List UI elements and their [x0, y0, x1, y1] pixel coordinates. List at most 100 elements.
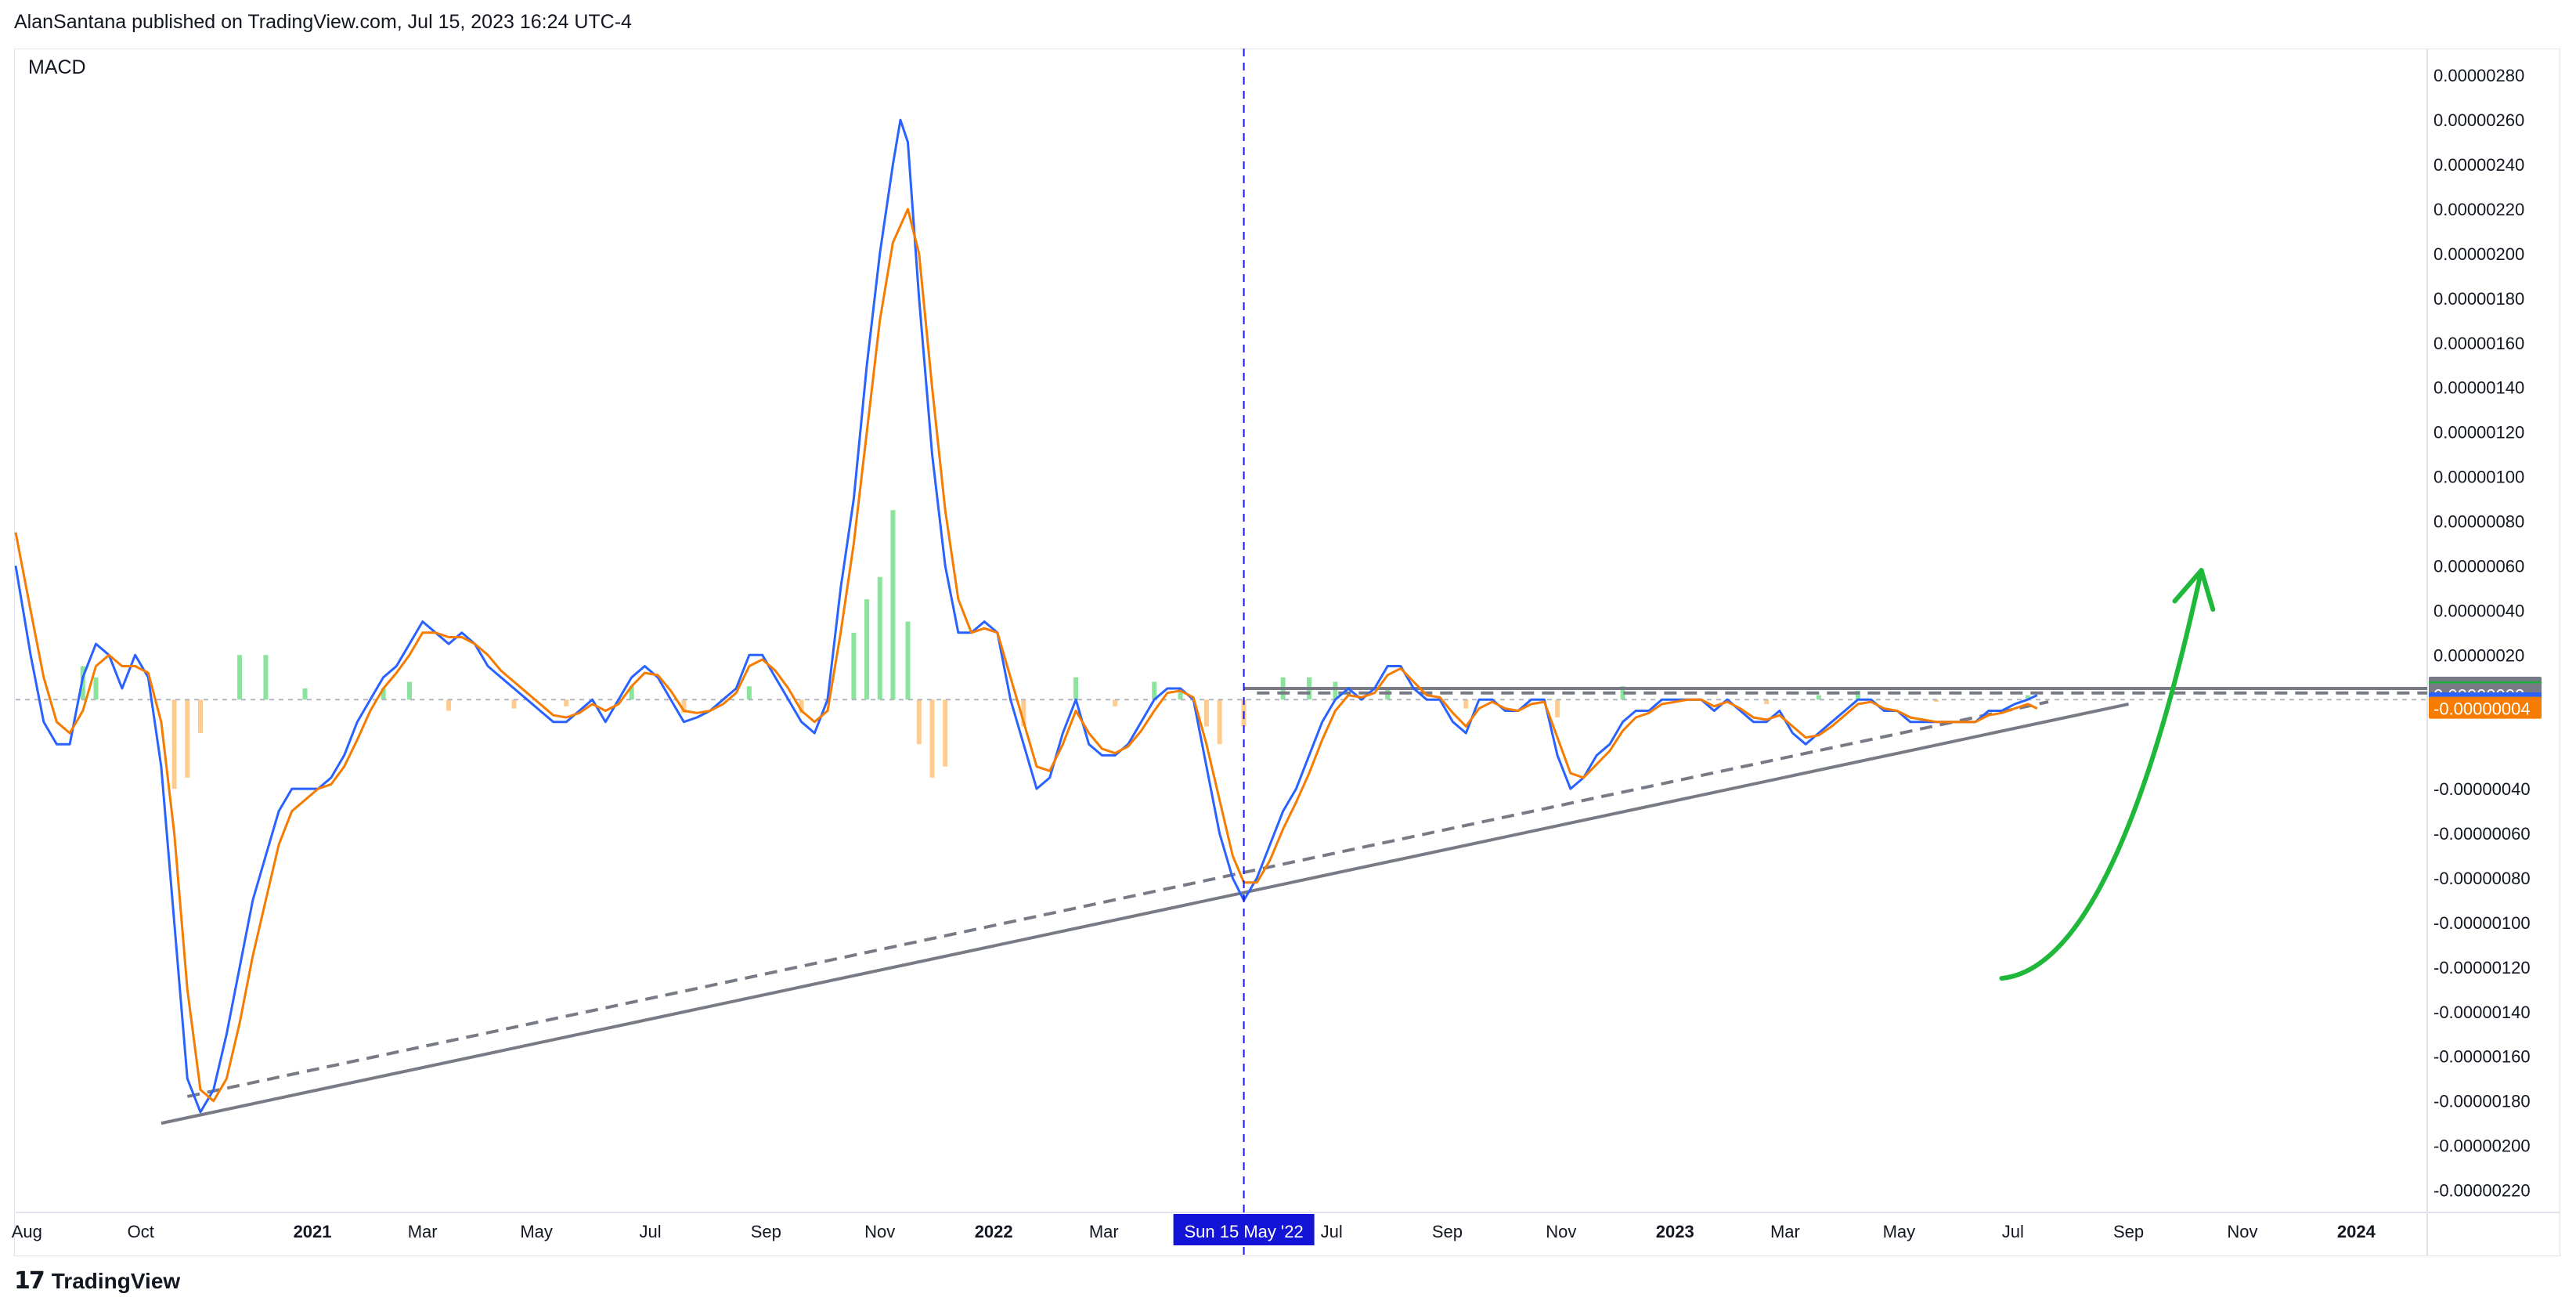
x-tick-label: Mar: [1089, 1222, 1119, 1241]
y-tick-label: 0.00000180: [2433, 289, 2524, 309]
arrow-head: [2172, 568, 2216, 612]
y-tick-label: -0.00000060: [2433, 824, 2531, 844]
histogram-bar: [237, 655, 243, 700]
y-tick-label: -0.00000200: [2433, 1136, 2531, 1156]
indicator-title[interactable]: MACD: [28, 56, 86, 78]
arrow-curve: [1999, 568, 2204, 981]
histogram-bar: [877, 576, 882, 700]
price-axis[interactable]: 0.00000280 0.00000260 0.00000240 0.00000220…: [2429, 66, 2542, 1201]
histogram-bar: [864, 599, 870, 700]
histogram-bar: [943, 699, 948, 767]
histogram-bar: [381, 688, 386, 700]
x-tick-label: Oct: [128, 1222, 154, 1241]
y-tick-label: 0.00000040: [2433, 601, 2524, 620]
y-tick-label: 0.00000020: [2433, 645, 2524, 665]
x-tick-label: Nov: [864, 1222, 895, 1241]
histogram-bar: [198, 699, 204, 733]
crosshair-label-bg: [1173, 1214, 1315, 1245]
histogram-bar: [629, 686, 634, 700]
y-tick-label: 0.00000260: [2433, 110, 2524, 130]
histogram-bar: [263, 655, 269, 700]
macd-series: [14, 118, 2038, 1114]
histogram-bar: [1113, 699, 1118, 706]
histogram-bar: [407, 681, 413, 700]
x-tick-label: Nov: [1546, 1222, 1576, 1241]
x-tick-label: May: [1883, 1222, 1916, 1241]
histogram-bar: [929, 699, 935, 778]
histogram-bar: [302, 688, 308, 700]
x-tick-label: 2021: [294, 1222, 332, 1241]
histogram-bar: [1620, 686, 1625, 700]
x-tick-label: Sep: [1432, 1222, 1463, 1241]
trendline-dashed: [186, 700, 2049, 1098]
macd-line: [14, 118, 2038, 1114]
histogram-bar: [1855, 690, 1860, 700]
grid: [16, 49, 2560, 1256]
tradingview-brand-text: TradingView: [51, 1268, 181, 1293]
y-tick-label: 0.00000120: [2433, 423, 2524, 443]
histogram-bar: [890, 510, 896, 700]
x-tick-label: Sep: [2113, 1222, 2144, 1241]
trendlines: [161, 687, 2427, 1126]
x-tick-label: 2024: [2337, 1222, 2376, 1241]
histogram-bar: [564, 699, 569, 706]
histogram-bar: [1816, 695, 1821, 700]
y-tick-label: -0.00000140: [2433, 1003, 2531, 1022]
y-tick-label: -0.00000160: [2433, 1047, 2531, 1067]
y-tick-label: 0.00000200: [2433, 244, 2524, 264]
chart-pane[interactable]: [14, 49, 2560, 1256]
histogram-bar: [1217, 699, 1222, 745]
x-tick-label: Jul: [1321, 1222, 1343, 1241]
histogram-bar: [1555, 699, 1560, 718]
x-tick-label: 2023: [1656, 1222, 1694, 1241]
publish-info: AlanSantana published on TradingView.com…: [14, 11, 632, 33]
y-tick-label: -0.00000040: [2433, 779, 2531, 799]
x-tick-label: Mar: [408, 1222, 438, 1241]
signal-line: [14, 208, 2038, 1103]
x-tick-label: Jul: [2002, 1222, 2024, 1241]
macd-histogram: [80, 510, 2030, 789]
x-tick-label: Aug: [12, 1222, 42, 1241]
y-tick-label: -0.00000220: [2433, 1181, 2531, 1201]
y-tick-label: 0.00000220: [2433, 200, 2524, 219]
y-tick-label: -0.00000120: [2433, 958, 2531, 977]
y-tick-label: -0.00000180: [2433, 1092, 2531, 1111]
histogram-bar: [1764, 699, 1770, 704]
x-tick-label: May: [520, 1222, 553, 1241]
histogram-bar: [171, 699, 177, 789]
y-tick-label: 0.00000080: [2433, 512, 2524, 532]
trendline-solid: [161, 702, 2129, 1126]
histogram-bar: [799, 699, 804, 714]
histogram-bar: [2025, 695, 2030, 700]
histogram-bar: [1073, 677, 1079, 700]
histogram-bar: [1934, 699, 1939, 703]
histogram-bar: [1333, 681, 1338, 700]
histogram-bar: [511, 699, 517, 709]
y-tick-label: 0.00000280: [2433, 66, 2524, 85]
histogram-bar: [1463, 699, 1469, 709]
y-tick-label: 0.00000140: [2433, 378, 2524, 398]
y-tick-label: -0.00000100: [2433, 913, 2531, 933]
tradingview-logo[interactable]: 17 TradingView: [14, 1267, 180, 1295]
histogram-bar: [1152, 681, 1157, 700]
histogram-bar: [681, 699, 687, 714]
price-badge-label: -0.00000004: [2433, 699, 2531, 719]
histogram-bar: [905, 621, 911, 700]
x-tick-label: Sep: [751, 1222, 781, 1241]
price-badge: [2429, 696, 2542, 719]
y-tick-label: 0.00000160: [2433, 334, 2524, 353]
y-tick-label: 0.00000100: [2433, 468, 2524, 487]
x-tick-label: Jul: [639, 1222, 661, 1241]
histogram-bar: [446, 699, 452, 711]
histogram-bar: [1203, 699, 1209, 727]
histogram-bar: [916, 699, 922, 745]
histogram-bar: [185, 699, 190, 778]
crosshair-date-label[interactable]: Sun 15 May '22: [1185, 1222, 1304, 1241]
green-arrow-annotation: [1999, 568, 2216, 981]
tradingview-logo-icon: 17: [14, 1267, 45, 1295]
y-tick-label: 0.00000060: [2433, 556, 2524, 576]
histogram-bar: [1021, 699, 1026, 727]
histogram-bar: [1178, 688, 1183, 700]
time-axis[interactable]: Aug Oct 2021 Mar May Jul Sep Nov 2022 Mar Jul Sep No…: [12, 1222, 2376, 1241]
